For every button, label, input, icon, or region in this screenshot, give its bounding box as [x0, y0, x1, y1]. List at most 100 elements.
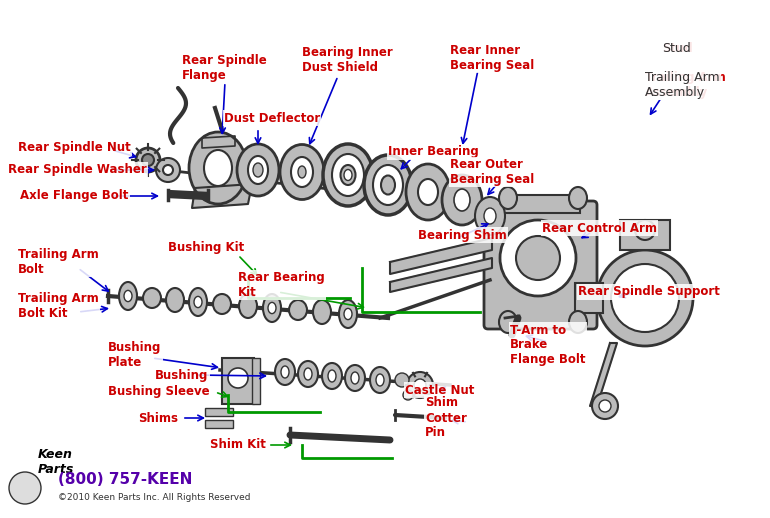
Ellipse shape [569, 187, 587, 209]
Text: Trailing Arm
Assembly: Trailing Arm Assembly [645, 71, 726, 99]
Bar [575, 283, 603, 313]
Circle shape [592, 393, 618, 419]
Ellipse shape [345, 365, 365, 391]
Ellipse shape [143, 288, 161, 308]
Polygon shape [192, 184, 252, 208]
Circle shape [599, 400, 611, 412]
Circle shape [597, 250, 693, 346]
Text: Stud: Stud [662, 41, 693, 54]
Ellipse shape [124, 291, 132, 301]
Ellipse shape [442, 175, 482, 225]
Polygon shape [202, 136, 235, 148]
Ellipse shape [268, 303, 276, 313]
Ellipse shape [213, 294, 231, 314]
Ellipse shape [280, 145, 324, 199]
Text: Rear Bearing
Kit: Rear Bearing Kit [238, 271, 325, 299]
Ellipse shape [340, 165, 356, 185]
Ellipse shape [499, 311, 517, 333]
Text: Stud: Stud [662, 41, 691, 54]
Ellipse shape [298, 166, 306, 178]
Text: Bushing: Bushing [155, 368, 209, 381]
Ellipse shape [248, 156, 268, 184]
Bar [620, 220, 670, 250]
Text: Dust Deflector: Dust Deflector [224, 111, 320, 124]
Circle shape [9, 472, 41, 504]
Ellipse shape [323, 144, 373, 206]
Circle shape [414, 379, 426, 391]
Text: Trailing Arm
Assembly: Trailing Arm Assembly [645, 71, 720, 99]
Polygon shape [390, 238, 492, 274]
Ellipse shape [263, 294, 281, 322]
Circle shape [228, 368, 248, 388]
Text: Rear Spindle Nut: Rear Spindle Nut [18, 141, 131, 154]
Circle shape [516, 236, 560, 280]
Ellipse shape [304, 368, 312, 380]
Ellipse shape [484, 208, 496, 224]
Ellipse shape [313, 300, 331, 324]
Ellipse shape [322, 363, 342, 389]
Ellipse shape [189, 288, 207, 316]
Ellipse shape [237, 144, 279, 196]
Text: Castle Nut: Castle Nut [405, 383, 474, 396]
Ellipse shape [406, 164, 450, 220]
Text: Rear Inner
Bearing Seal: Rear Inner Bearing Seal [450, 44, 534, 72]
Text: Rear Spindle
Flange: Rear Spindle Flange [182, 54, 266, 82]
Text: Rear Outer
Bearing Seal: Rear Outer Bearing Seal [450, 158, 534, 186]
Text: Bushing
Plate: Bushing Plate [108, 341, 162, 369]
Circle shape [500, 220, 576, 296]
Circle shape [163, 165, 173, 175]
Circle shape [142, 154, 154, 166]
Ellipse shape [381, 176, 395, 194]
Text: Axle Flange Bolt: Axle Flange Bolt [20, 190, 129, 203]
Ellipse shape [119, 282, 137, 310]
Ellipse shape [373, 165, 403, 205]
Polygon shape [390, 258, 492, 292]
Ellipse shape [454, 189, 470, 211]
Ellipse shape [339, 300, 357, 328]
FancyBboxPatch shape [484, 201, 597, 329]
Circle shape [403, 390, 413, 400]
Circle shape [395, 373, 409, 387]
Ellipse shape [166, 288, 184, 312]
Text: Rear Control Arm: Rear Control Arm [542, 222, 657, 235]
Ellipse shape [499, 187, 517, 209]
Ellipse shape [332, 154, 364, 196]
Text: Bushing Sleeve: Bushing Sleeve [108, 385, 209, 398]
Ellipse shape [344, 169, 352, 180]
Text: Shims: Shims [138, 411, 178, 424]
Ellipse shape [370, 367, 390, 393]
Ellipse shape [418, 179, 438, 205]
Ellipse shape [239, 294, 257, 318]
Text: Bushing Kit: Bushing Kit [168, 241, 244, 254]
Ellipse shape [298, 361, 318, 387]
Circle shape [635, 220, 655, 240]
Circle shape [156, 158, 180, 182]
Ellipse shape [291, 157, 313, 187]
Text: Shim Kit: Shim Kit [210, 439, 266, 452]
Text: ©2010 Keen Parts Inc. All Rights Reserved: ©2010 Keen Parts Inc. All Rights Reserve… [58, 494, 250, 502]
Ellipse shape [351, 372, 359, 384]
Bar [205, 420, 233, 428]
Text: Trailing Arm 
Bolt: Trailing Arm Bolt [18, 248, 103, 276]
Ellipse shape [281, 366, 289, 378]
Ellipse shape [569, 311, 587, 333]
Ellipse shape [328, 370, 336, 382]
Ellipse shape [194, 296, 202, 308]
Ellipse shape [344, 308, 352, 320]
Ellipse shape [475, 197, 505, 235]
Text: Rear Spindle Support: Rear Spindle Support [578, 285, 720, 298]
Circle shape [407, 372, 433, 398]
Text: Bearing Inner
Dust Shield: Bearing Inner Dust Shield [302, 46, 393, 74]
Text: (800) 757-KEEN: (800) 757-KEEN [58, 472, 192, 487]
Ellipse shape [189, 132, 247, 204]
Circle shape [611, 264, 679, 332]
Text: Rear Spindle Washer: Rear Spindle Washer [8, 164, 147, 177]
Text: Trailing Arm
Bolt Kit: Trailing Arm Bolt Kit [18, 292, 99, 320]
Text: Inner Bearing: Inner Bearing [388, 146, 479, 159]
Text: T-Arm to
Brake
Flange Bolt: T-Arm to Brake Flange Bolt [510, 324, 585, 367]
Bar [205, 408, 233, 416]
Bar [222, 358, 254, 404]
Ellipse shape [253, 163, 263, 177]
Ellipse shape [289, 300, 307, 320]
Bar [500, 195, 580, 213]
